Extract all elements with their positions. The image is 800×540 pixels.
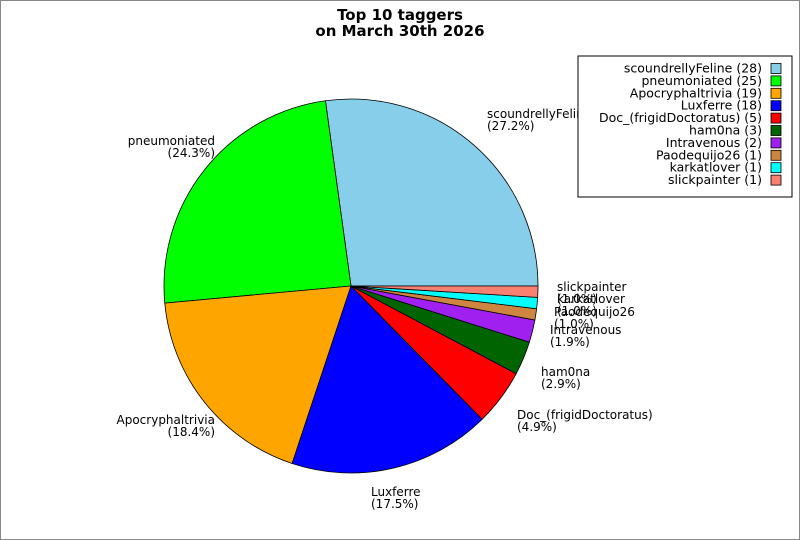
legend-swatch (770, 125, 782, 136)
slice-label-percent: (2.9%) (541, 377, 581, 391)
legend-swatch (770, 149, 782, 161)
slice-label-name: pneumoniated (128, 134, 215, 148)
pie-slice-slickpainter (350, 285, 539, 298)
pie-slice-scoundrellyfeline (324, 98, 539, 287)
legend-entry-label: pneumoniated (25) (641, 73, 762, 88)
legend-entry-label: Apocryphaltrivia (19) (630, 85, 762, 100)
slice-label-percent: (1.9%) (550, 335, 590, 349)
legend: scoundrellyFeline (28)pneumoniated (25)A… (577, 55, 793, 198)
slice-label-name: Apocryphaltrivia (117, 413, 215, 427)
slice-label-name: ham0na (541, 365, 590, 379)
slice-label-name: Paodequijo26 (554, 305, 635, 319)
slice-label-percent: (1.0%) (557, 292, 597, 306)
slice-label-percent: (1.0%) (557, 304, 597, 318)
slice-label-percent: (17.5%) (371, 497, 418, 511)
legend-entry-label: Doc_(frigidDoctoratus) (5) (599, 110, 762, 125)
slice-label-name: slickpainter (557, 280, 626, 294)
legend-entry-label: karkatlover (1) (670, 160, 762, 175)
legend-box (577, 55, 793, 198)
chart-title-line-1: Top 10 taggers (337, 6, 463, 24)
legend-swatch (770, 112, 782, 124)
legend-swatch (770, 75, 782, 87)
slice-label-percent: (24.3%) (168, 146, 215, 160)
pie-slices (163, 98, 539, 474)
legend-swatch (770, 87, 782, 99)
legend-entry-label: Paodequijo26 (1) (656, 147, 762, 162)
slice-label-name: karkatlover (557, 292, 625, 306)
slice-label-percent: (4.9%) (517, 420, 557, 434)
slice-label-name: Luxferre (371, 485, 421, 499)
chart-title-line-2: on March 30th 2026 (315, 22, 484, 40)
legend-swatch (770, 137, 782, 149)
pie-slice-luxferre (291, 285, 483, 474)
slice-labels: scoundrellyFeline(27.2%) pneumoniated(24.… (117, 107, 653, 511)
slice-label-percent: (27.2%) (487, 119, 534, 133)
slice-label-percent: (1.0%) (554, 317, 594, 331)
slice-label-name: Intravenous (550, 323, 621, 337)
legend-swatch (770, 162, 782, 174)
legend-swatch (770, 63, 782, 74)
legend-entry-label: ham0na (3) (689, 123, 762, 138)
slice-label-percent: (18.4%) (168, 425, 215, 439)
legend-entry-label: Intravenous (2) (666, 135, 762, 150)
slice-label-name: Doc_(frigidDoctoratus) (517, 408, 653, 422)
legend-swatch (770, 100, 782, 112)
legend-entry-label: Luxferre (18) (681, 98, 762, 113)
pie-slice-pneumoniated (163, 100, 352, 304)
slice-label-name: scoundrellyFeline (487, 107, 591, 121)
legend-entry-label: slickpainter (1) (668, 172, 762, 187)
legend-entry-label: scoundrellyFeline (28) (624, 61, 762, 76)
pie-slice-apocryphaltrivia (164, 285, 352, 464)
legend-swatch (770, 174, 782, 186)
